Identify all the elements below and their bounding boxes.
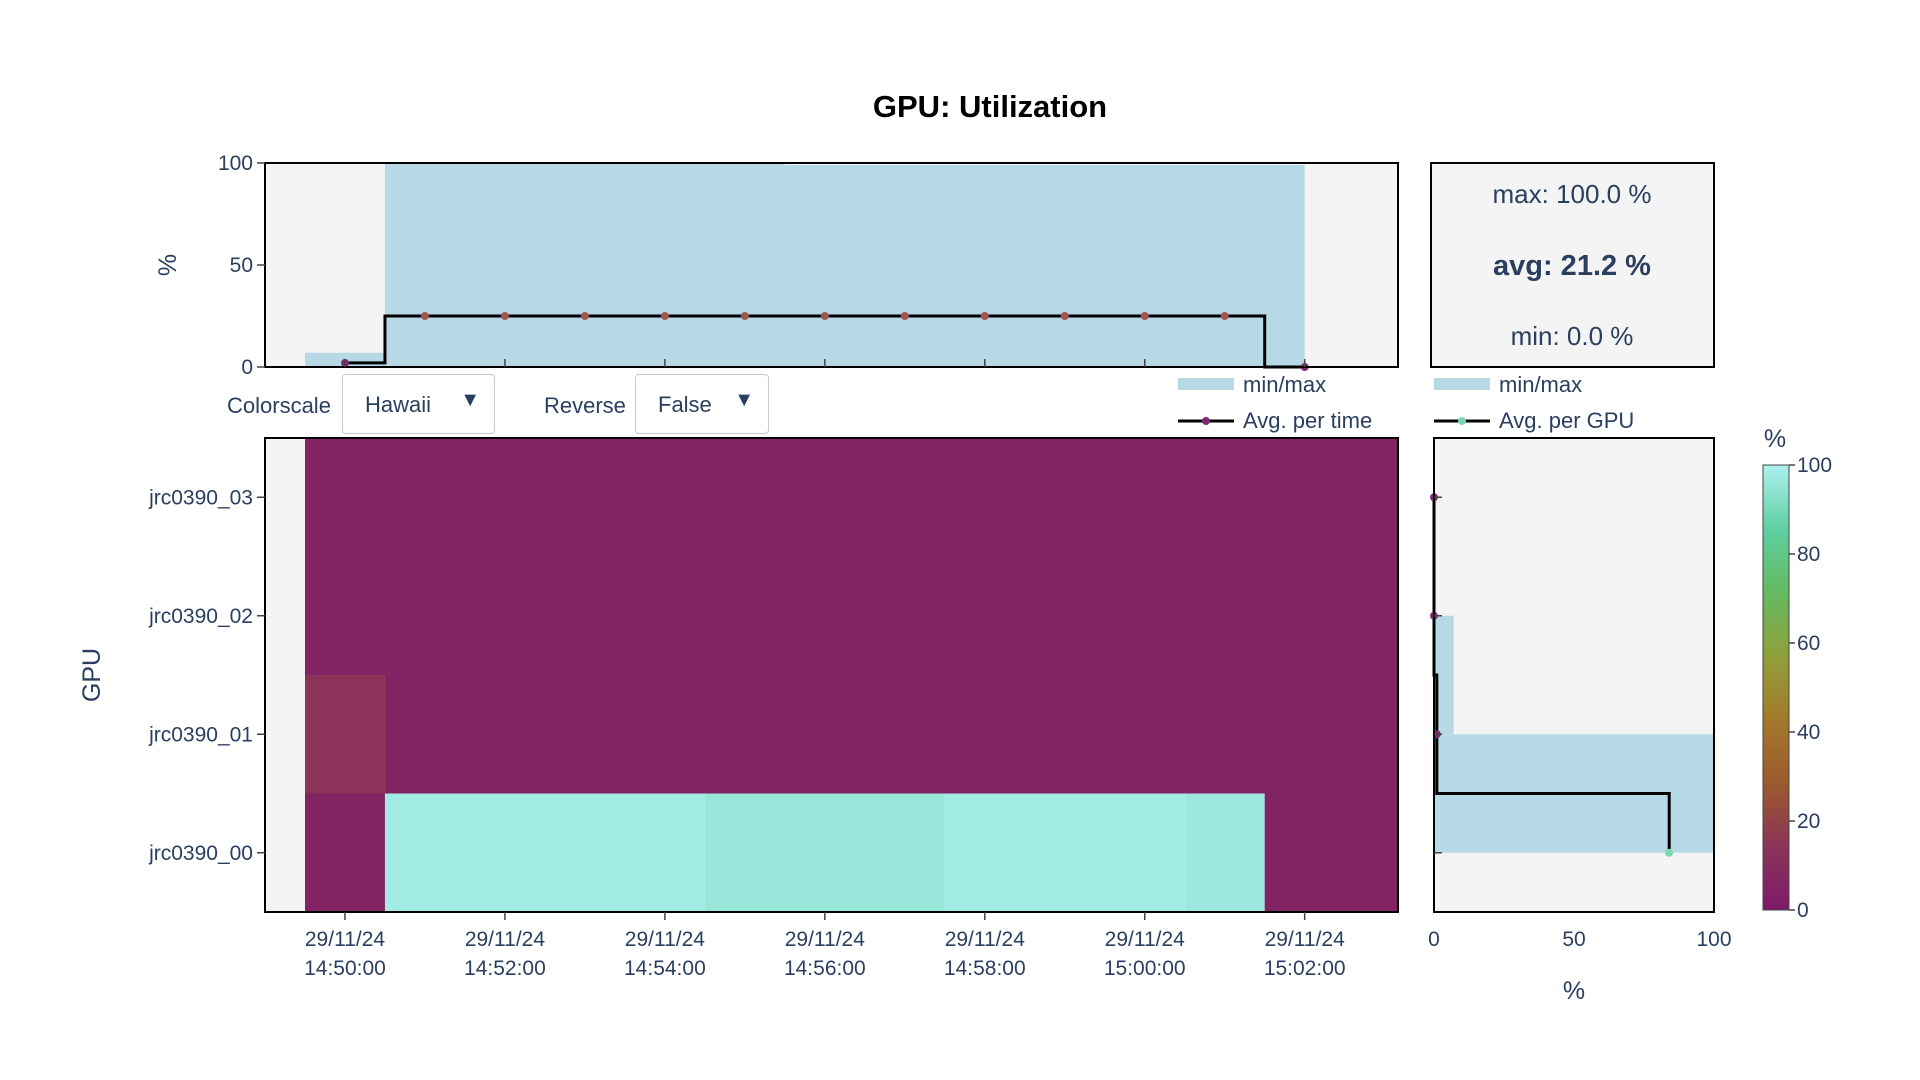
- heatmap-cell: [384, 793, 705, 912]
- gpu-tick-label: jrc0390_00: [148, 842, 253, 865]
- x-tick-time: 14:52:00: [464, 957, 546, 980]
- avg-per-time-point: [580, 312, 589, 320]
- x-tick-date: 29/11/24: [785, 928, 866, 951]
- top-time-series-panel: 0 50 100%: [154, 152, 1399, 379]
- avg-per-time-point: [820, 312, 829, 320]
- per-gpu-frame: [1433, 437, 1715, 913]
- per-gpu-x-tick: 100: [1696, 928, 1731, 951]
- x-tick-time: 15:00:00: [1104, 957, 1186, 980]
- avg-per-time-point: [1220, 312, 1229, 320]
- legend-right-minmax-label: min/max: [1499, 372, 1582, 397]
- x-tick-time: 14:50:00: [304, 957, 386, 980]
- legend-top-minmax-label: min/max: [1243, 372, 1326, 397]
- y-tick-label: 50: [230, 254, 253, 277]
- colorscale-label: Colorscale: [227, 393, 331, 418]
- x-tick-date: 29/11/24: [625, 928, 706, 951]
- heatmap-cell: [704, 793, 945, 912]
- heatmap-cell: [304, 438, 1398, 557]
- avg-per-time-point: [500, 312, 509, 320]
- y-tick-label: 0: [241, 356, 253, 379]
- avg-per-time-point: [660, 312, 669, 320]
- legend-right-avg-swatch-marker: [1458, 417, 1466, 425]
- minmax-band: [265, 163, 1305, 367]
- heatmap-cell: [1264, 793, 1398, 912]
- avg-per-time-point: [1140, 312, 1149, 320]
- x-tick-time: 14:58:00: [944, 957, 1026, 980]
- stats-panel: max: 100.0 % avg: 21.2 % min: 0.0 %: [1430, 162, 1715, 368]
- heatmap-frame: [264, 437, 1399, 913]
- legend-right-avg-label: Avg. per GPU: [1499, 408, 1634, 433]
- legend-top-avg-swatch-marker: [1202, 417, 1210, 425]
- avg-per-time-point: [420, 312, 429, 320]
- reverse-label: Reverse: [544, 393, 626, 418]
- legend-top-minmax-swatch: [1178, 378, 1234, 390]
- colorbar-tick-label: 20: [1797, 810, 1820, 833]
- colorbar: % 0 20 40 60 80 100: [1762, 425, 1832, 922]
- avg-per-time-point: [1060, 312, 1069, 320]
- stat-min: min: 0.0 %: [1511, 321, 1634, 351]
- chevron-down-icon: ▼: [734, 389, 754, 411]
- x-tick-date: 29/11/24: [1265, 928, 1346, 951]
- x-tick-date: 29/11/24: [305, 928, 386, 951]
- colorbar-tick-label: 40: [1797, 721, 1820, 744]
- heatmap-cell: [384, 675, 1398, 794]
- colorbar-tick-label: 60: [1797, 632, 1820, 655]
- heatmap-panel: jrc0390_00 jrc0390_01 jrc0390_02 jrc0390_03…: [78, 437, 1399, 980]
- heatmap-cell: [944, 793, 1185, 912]
- legend-top-avg-label: Avg. per time: [1243, 408, 1372, 433]
- y-axis-label: %: [154, 254, 182, 276]
- x-tick-date: 29/11/24: [1105, 928, 1186, 951]
- gpu-axis-label: GPU: [78, 648, 106, 702]
- legends: min/max Avg. per time min/max Avg. per GPU: [1178, 372, 1634, 433]
- reverse-dropdown[interactable]: False ▼: [635, 374, 769, 434]
- chart-title: GPU: Utilization: [873, 89, 1107, 124]
- colorbar-tick-label: 0: [1797, 899, 1809, 922]
- per-gpu-panel: 0 50 100%: [1428, 437, 1732, 1005]
- avg-per-gpu-point: [1665, 848, 1674, 857]
- x-tick-time: 14:56:00: [784, 957, 866, 980]
- reverse-value: False: [658, 392, 712, 417]
- colorbar-tick-label: 80: [1797, 543, 1820, 566]
- avg-per-time-point: [740, 312, 749, 320]
- colorbar-tick-label: 100: [1797, 454, 1832, 477]
- stat-max: max: 100.0 %: [1493, 179, 1652, 209]
- colorbar-title: %: [1764, 425, 1786, 453]
- x-tick-time: 15:02:00: [1264, 957, 1346, 980]
- x-tick-date: 29/11/24: [465, 928, 546, 951]
- colorbar-gradient: [1762, 464, 1790, 911]
- per-gpu-minmax-bar: [1434, 615, 1454, 735]
- colorscale-value: Hawaii: [365, 392, 432, 417]
- legend-right-minmax-swatch: [1434, 378, 1490, 390]
- x-tick-date: 29/11/24: [945, 928, 1026, 951]
- chevron-down-icon: ▼: [460, 389, 480, 411]
- per-gpu-x-tick: 50: [1562, 928, 1585, 951]
- colorscale-dropdown[interactable]: Hawaii ▼: [342, 374, 495, 434]
- heatmap-cell: [304, 556, 1398, 675]
- heatmap-cell: [1184, 793, 1265, 912]
- stat-avg: avg: 21.2 %: [1493, 250, 1651, 282]
- avg-per-time-point: [900, 312, 909, 320]
- per-gpu-x-axis-label: %: [1563, 977, 1585, 1005]
- per-gpu-x-tick: 0: [1428, 928, 1440, 951]
- stats-box: [1430, 162, 1715, 368]
- heatmap-cell: [304, 675, 385, 794]
- gpu-tick-label: jrc0390_02: [148, 605, 253, 628]
- y-tick-label: 100: [218, 152, 253, 175]
- gpu-tick-label: jrc0390_03: [148, 486, 253, 509]
- heatmap-cell: [304, 793, 385, 912]
- avg-per-time-point: [980, 312, 989, 320]
- x-tick-time: 14:54:00: [624, 957, 706, 980]
- gpu-tick-label: jrc0390_01: [148, 723, 253, 746]
